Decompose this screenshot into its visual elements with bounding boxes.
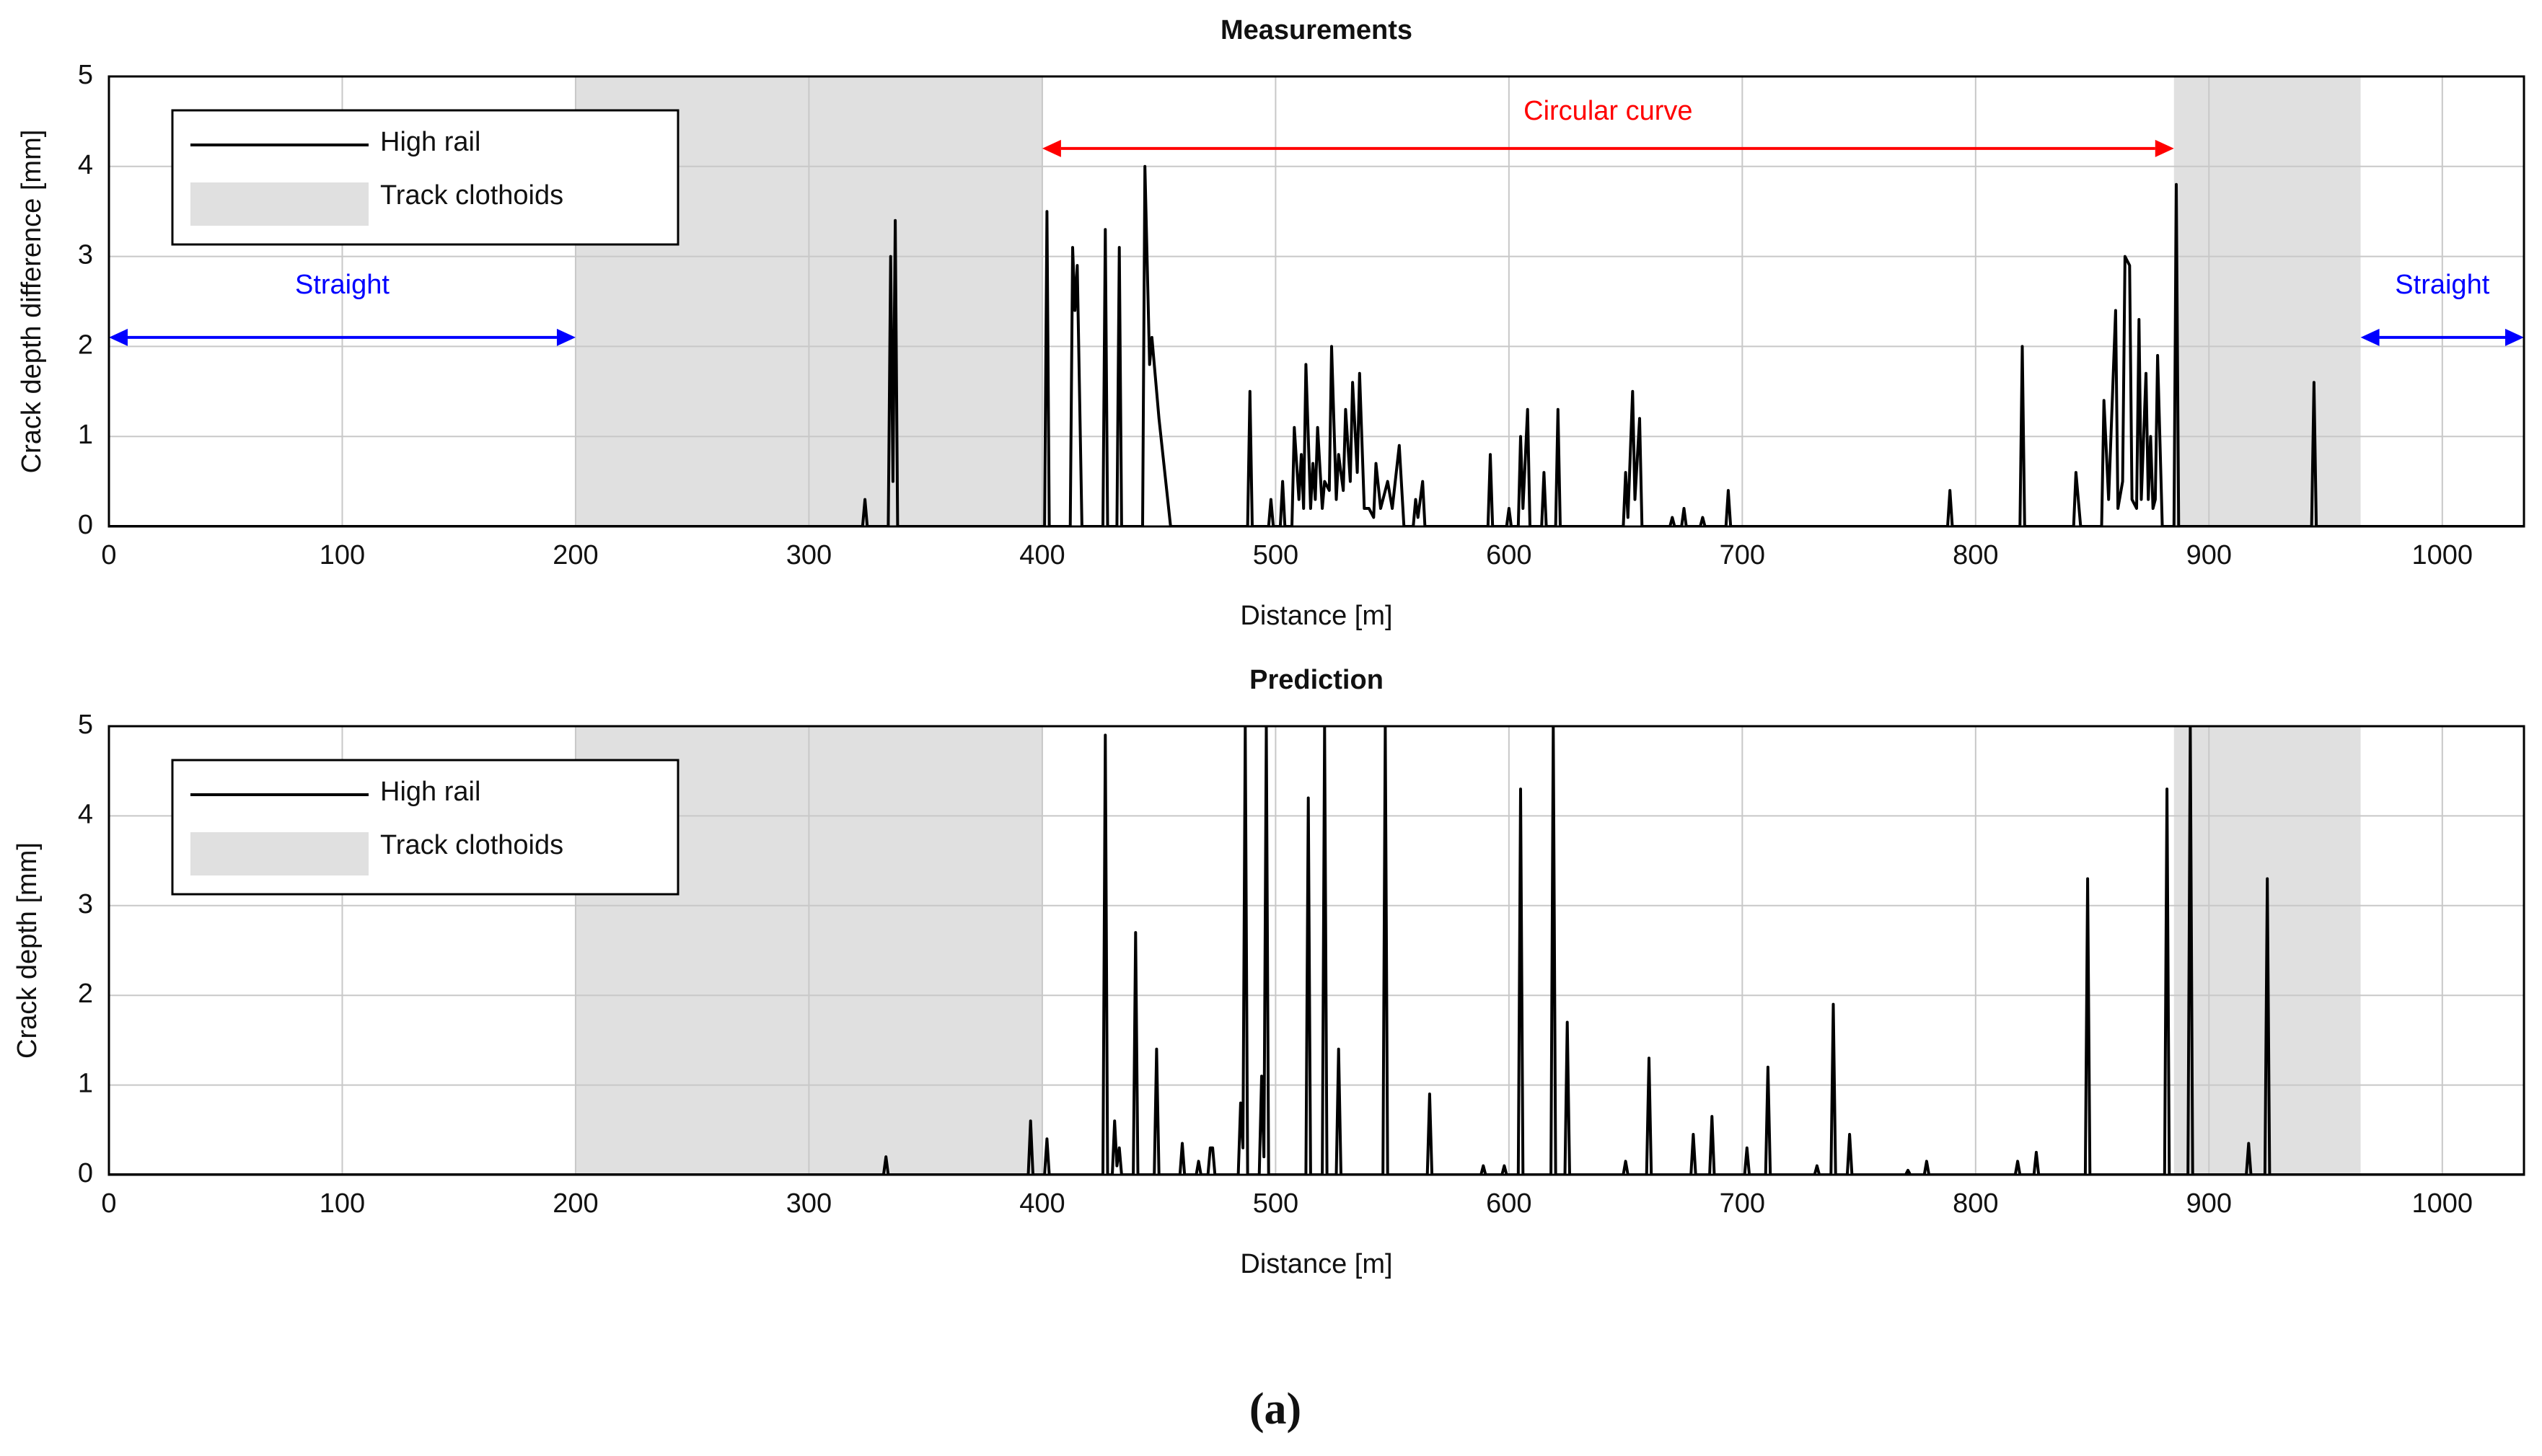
x-tick-label: 800 — [1953, 540, 1998, 570]
x-tick-label: 200 — [553, 540, 598, 570]
annotation-label: Straight — [2395, 270, 2489, 300]
caption: (a) — [1249, 1385, 1301, 1434]
clothoid-region — [2173, 76, 2361, 526]
arrow-head — [2155, 139, 2174, 157]
legend-box — [171, 109, 680, 246]
x-tick-label: 600 — [1486, 1188, 1531, 1219]
annotation-label: Straight — [295, 270, 390, 300]
data-line — [109, 164, 2524, 526]
y-tick-label: 1 — [78, 420, 93, 450]
legend-label: Track clothoids — [380, 830, 563, 860]
data-line — [109, 726, 2524, 1175]
y-tick-label: 0 — [78, 1158, 93, 1188]
x-tick-label: 800 — [1953, 1188, 1998, 1219]
y-tick-label: 2 — [78, 330, 93, 360]
arrow-head — [2360, 328, 2380, 346]
x-tick-label: 300 — [786, 1188, 832, 1219]
x-tick-label: 500 — [1253, 1188, 1298, 1219]
x-tick-label: 300 — [786, 540, 832, 570]
chart-title: Prediction — [1249, 665, 1384, 695]
annotation-label: Circular curve — [1523, 96, 1692, 126]
x-tick-label: 200 — [553, 1188, 598, 1219]
plot-frame — [107, 75, 2525, 528]
x-tick-label: 1000 — [2412, 1188, 2473, 1219]
x-axis-label: Distance [m] — [1240, 601, 1392, 631]
arrow-head — [556, 328, 576, 346]
x-tick-label: 900 — [2186, 540, 2232, 570]
x-tick-label: 700 — [1720, 540, 1765, 570]
legend-label: Track clothoids — [380, 180, 563, 211]
y-tick-label: 1 — [78, 1069, 93, 1099]
legend-label: High rail — [380, 127, 480, 157]
legend-label: High rail — [380, 777, 480, 807]
x-tick-label: 600 — [1486, 540, 1531, 570]
plot-frame — [107, 725, 2525, 1176]
y-tick-label: 5 — [78, 60, 93, 90]
y-tick-label: 0 — [78, 510, 93, 540]
arrow-head — [109, 328, 128, 346]
y-tick-label: 3 — [78, 240, 93, 270]
x-tick-label: 0 — [101, 1188, 116, 1219]
y-axis-label: Crack depth [mm] — [12, 842, 43, 1059]
chart-title: Measurements — [1221, 15, 1412, 45]
x-tick-label: 1000 — [2412, 540, 2473, 570]
y-tick-label: 4 — [78, 150, 93, 180]
x-tick-label: 100 — [320, 1188, 365, 1219]
x-tick-label: 400 — [1019, 1188, 1065, 1219]
x-tick-label: 500 — [1253, 540, 1298, 570]
y-axis-label: Crack depth difference [mm] — [17, 130, 47, 474]
y-tick-label: 4 — [78, 799, 93, 829]
x-axis-label: Distance [m] — [1240, 1249, 1392, 1279]
x-tick-label: 700 — [1720, 1188, 1765, 1219]
y-tick-label: 3 — [78, 889, 93, 919]
x-tick-label: 900 — [2186, 1188, 2232, 1219]
y-tick-label: 5 — [78, 710, 93, 740]
arrow-head — [1042, 139, 1061, 157]
x-tick-label: 0 — [101, 540, 116, 570]
x-tick-label: 400 — [1019, 540, 1065, 570]
arrow-head — [2505, 328, 2524, 346]
y-tick-label: 2 — [78, 979, 93, 1009]
legend-swatch — [190, 182, 369, 226]
x-tick-label: 100 — [320, 540, 365, 570]
legend-swatch — [190, 832, 369, 875]
